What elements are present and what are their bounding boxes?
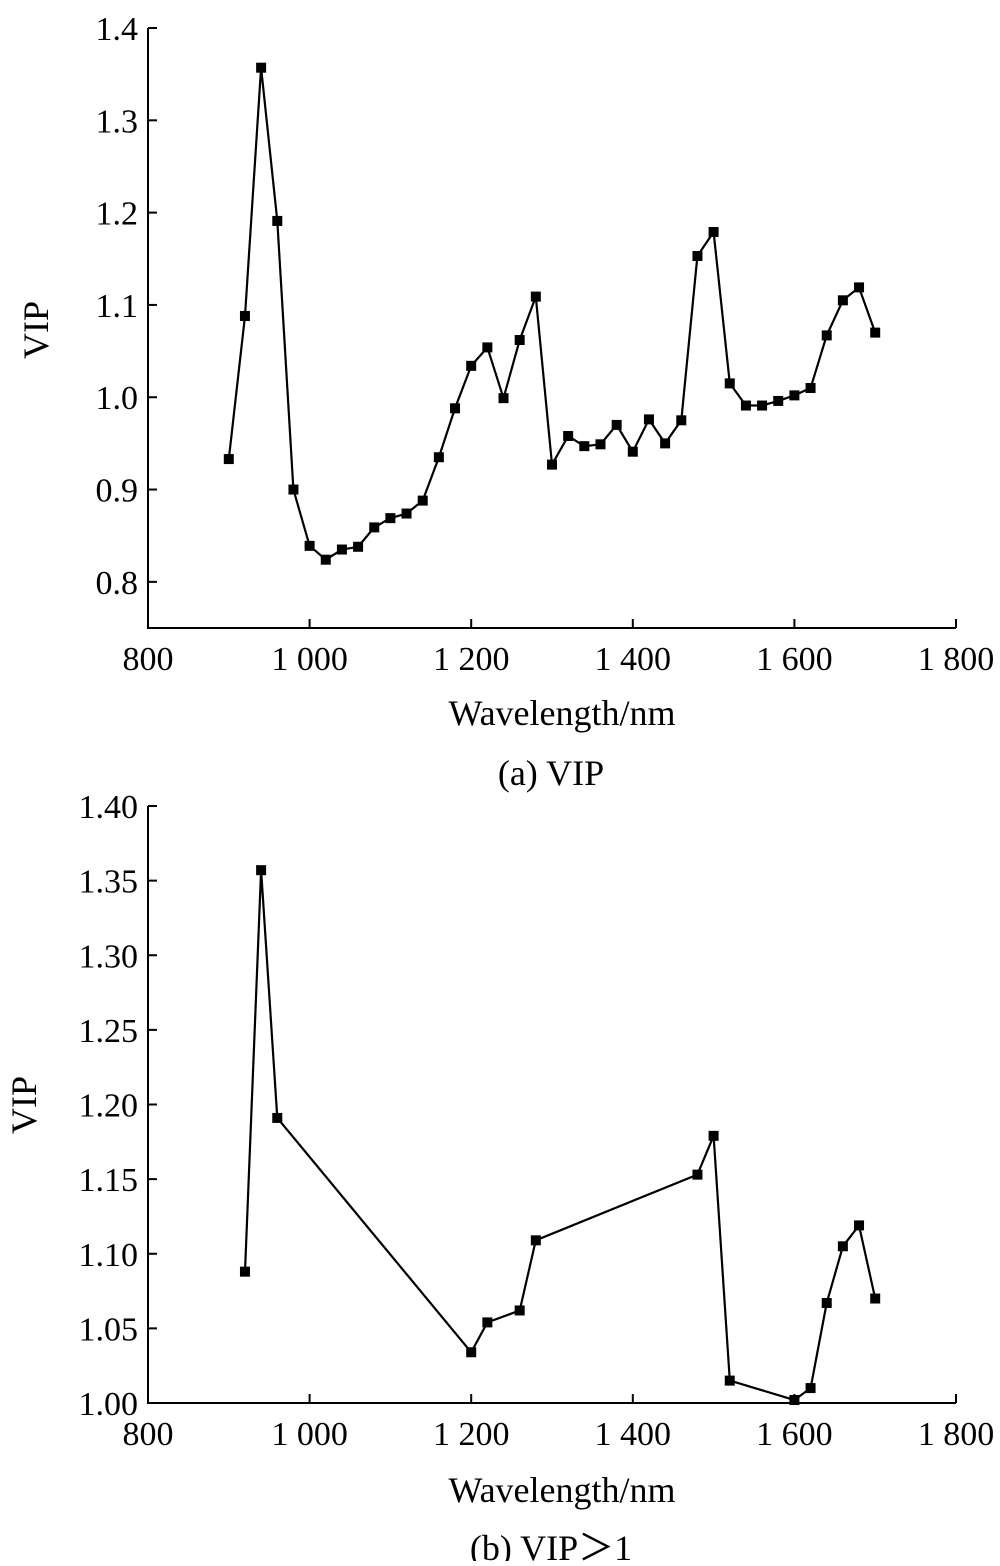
data-point-marker [401,508,412,519]
y-tick-label: 1.20 [79,1088,139,1125]
y-axis-title: VIP [4,1076,44,1134]
data-point-marker [353,541,364,552]
chart-panel-a: 0.8 0.9 1.0 1.1 1.2 1.3 1.4 800 1 000 1 200 1 400 1… [16,11,994,793]
data-point-marker [773,395,784,406]
data-point-marker [288,484,299,495]
data-point-marker [514,335,525,345]
chart-panel-b: 1.00 1.05 1.10 1.15 1.20 1.25 1.30 1.35 1.40 800 1… [4,789,995,1566]
y-tick-label: 1.2 [96,196,139,233]
y-tick-label: 1.35 [79,864,139,901]
data-point-marker [579,441,590,452]
y-tick-label: 1.1 [96,288,139,325]
x-axis-title: Wavelength/nm [448,1470,675,1510]
data-point-marker [643,414,654,425]
data-point-marker [854,1220,865,1231]
data-point-marker [482,342,493,353]
data-point-marker [466,360,477,371]
series-line [243,870,877,1402]
data-point-marker [870,1293,881,1304]
y-tick-label: 1.10 [79,1237,139,1274]
y-tick-label: 1.05 [79,1311,139,1348]
data-point-marker [740,400,751,411]
y-tick-label: 1.40 [79,789,139,826]
data-point-marker [692,251,703,261]
x-tick-label: 1 600 [756,641,833,678]
y-tick-label: 1.00 [79,1386,139,1423]
series-line [227,67,877,562]
x-tick-label: 1 200 [433,1416,510,1453]
data-point-marker [757,400,768,411]
y-tick-label: 0.9 [96,473,139,510]
data-point-marker [482,1317,493,1328]
data-point-marker [498,393,509,404]
x-axis-title: Wavelength/nm [448,693,675,733]
data-point-marker [627,446,638,457]
data-point-marker [530,1235,541,1246]
x-tick-label: 1 800 [918,641,995,678]
data-point-marker [320,554,331,565]
y-tick-label: 1.15 [79,1162,139,1199]
data-point-marker [676,415,687,426]
data-point-marker [724,1375,735,1386]
x-tick-label: 800 [123,641,174,678]
data-point-marker [272,215,283,226]
data-point-marker [595,439,606,450]
data-point-marker [530,291,541,302]
y-tick-label: 1.30 [79,938,139,975]
data-point-marker [256,62,267,73]
data-point-marker [272,1112,283,1123]
data-point-marker [547,459,557,470]
x-tick-label: 1 200 [433,641,510,678]
data-point-marker [708,227,719,237]
data-point-marker [223,454,234,465]
data-point-marker [304,540,315,551]
x-tick-label: 1 400 [595,1416,672,1453]
x-tick-label: 1 600 [756,1416,833,1453]
data-point-marker [433,452,444,463]
data-point-marker [789,1395,800,1406]
data-point-marker [837,295,848,306]
y-tick-label: 1.25 [79,1013,139,1050]
data-point-marker [514,1305,525,1316]
data-point-marker [660,438,671,449]
data-point-marker [239,311,250,321]
data-point-marker [466,1347,477,1358]
data-point-marker [854,282,865,293]
y-axis-title: VIP [16,301,56,359]
data-point-marker [417,495,428,506]
y-tick-label: 1.0 [96,380,139,417]
y-tick-label: 1.3 [96,103,139,140]
data-point-marker [870,327,881,338]
data-point-marker [239,1266,250,1277]
panel-caption: (a) VIP [498,753,604,793]
data-point-marker [336,544,347,555]
data-point-marker [789,390,800,401]
data-point-marker [369,522,380,533]
x-tick-label: 1 800 [918,1416,995,1453]
data-point-marker [724,378,735,389]
data-point-marker [450,403,461,414]
data-point-marker [563,431,574,441]
data-point-marker [821,330,832,341]
x-tick-label: 1 000 [271,641,348,678]
y-tick-label: 0.8 [96,565,139,602]
y-tick-label: 1.4 [96,11,139,48]
data-point-marker [385,513,396,524]
panel-caption: (b) VIP＞1 [470,1528,632,1561]
data-point-marker [256,865,267,876]
data-point-marker [611,419,622,430]
data-point-marker [837,1241,848,1252]
data-point-marker [805,383,816,393]
x-tick-label: 800 [123,1416,174,1453]
x-tick-label: 1 000 [271,1416,348,1453]
data-point-marker [692,1169,703,1180]
data-point-marker [805,1383,816,1394]
x-tick-label: 1 400 [595,641,672,678]
data-point-marker [708,1130,719,1141]
data-point-marker [821,1298,832,1309]
